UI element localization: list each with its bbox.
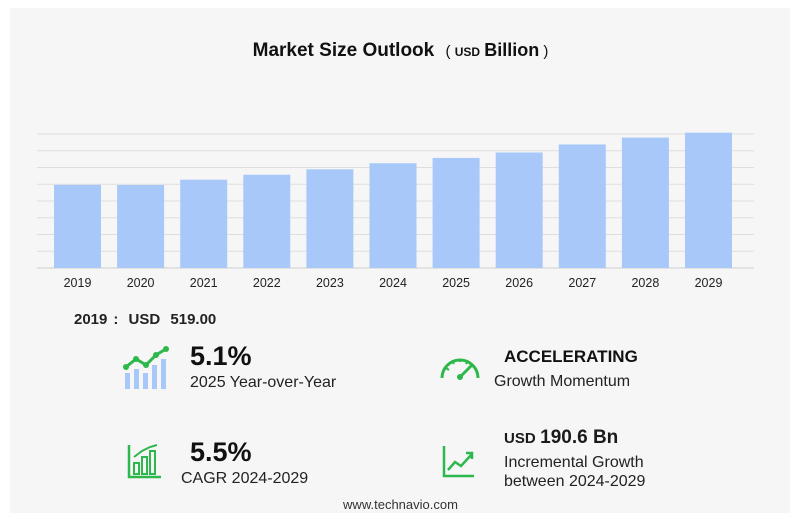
momentum-label: Growth Momentum	[494, 373, 631, 390]
bar-2023	[306, 169, 354, 268]
bar-chart: 2019 2020 2021 2022 2023 2024 2025 2026 2027 2028…	[37, 132, 754, 290]
incremental-value: USD 190.6 Bn	[504, 427, 645, 449]
momentum-value: ACCELERATING	[504, 347, 638, 366]
x-tick-label-2028: 2028	[631, 276, 659, 290]
bar-2029	[685, 132, 732, 268]
incremental-stat: USD 190.6 Bn Incremental Growth between …	[504, 427, 645, 491]
base-currency: USD	[128, 311, 161, 328]
base-year-value: 2019: USD 519.00	[74, 311, 217, 328]
base-amount: 519.00	[170, 311, 217, 328]
bars	[54, 132, 732, 268]
incremental-amount: 190.6 Bn	[540, 427, 619, 448]
incremental-currency: USD	[504, 430, 536, 447]
base-year: 2019	[74, 311, 108, 328]
bar-trend-icon	[123, 346, 169, 389]
x-tick-label-2021: 2021	[190, 276, 218, 290]
cagr-stat: 5.5% CAGR 2024-2029	[181, 437, 308, 488]
yoy-label: 2025 Year-over-Year	[190, 374, 337, 391]
x-tick-label-2025: 2025	[442, 276, 470, 290]
x-tick-label-2027: 2027	[568, 276, 596, 290]
yoy-value: 5.1%	[190, 341, 252, 371]
unit-currency: USD	[454, 45, 481, 59]
x-tick-label-2024: 2024	[379, 276, 407, 290]
bar-chart-icon	[127, 444, 161, 479]
bar-2022	[243, 174, 291, 268]
x-tick-label-2023: 2023	[316, 276, 344, 290]
bar-2020	[117, 185, 165, 268]
line-chart-icon	[442, 446, 474, 478]
x-tick-label-2022: 2022	[253, 276, 281, 290]
x-tick-label-2019: 2019	[64, 276, 92, 290]
x-tick-label-2020: 2020	[127, 276, 155, 290]
x-tick-label-2029: 2029	[695, 276, 723, 290]
yoy-stat: 5.1% 2025 Year-over-Year	[190, 341, 336, 392]
bar-2021	[180, 179, 228, 268]
title-text: Market Size Outlook	[252, 40, 435, 61]
cagr-value: 5.5%	[190, 437, 252, 467]
incremental-label-2: between 2024-2029	[504, 473, 646, 490]
x-tick-label-2026: 2026	[505, 276, 533, 290]
title-unit: ( USD Billion )	[445, 40, 549, 60]
bar-2027	[558, 144, 606, 268]
bar-2025	[432, 157, 480, 268]
momentum-stat: ACCELERATING Growth Momentum	[494, 347, 638, 391]
bar-2026	[495, 152, 543, 268]
bar-2028	[621, 137, 669, 268]
incremental-label-1: Incremental Growth	[504, 454, 644, 471]
chart-title: Market Size Outlook ( USD Billion )	[0, 40, 801, 62]
unit-scale: Billion	[484, 40, 540, 60]
source-footer: www.technavio.com	[343, 497, 458, 512]
bar-2019	[54, 184, 101, 268]
speedometer-icon	[440, 358, 480, 380]
x-axis-labels: 2019 2020 2021 2022 2023 2024 2025 2026 2027 2028…	[64, 276, 723, 290]
cagr-label: CAGR 2024-2029	[181, 470, 309, 487]
bar-2024	[369, 163, 417, 268]
